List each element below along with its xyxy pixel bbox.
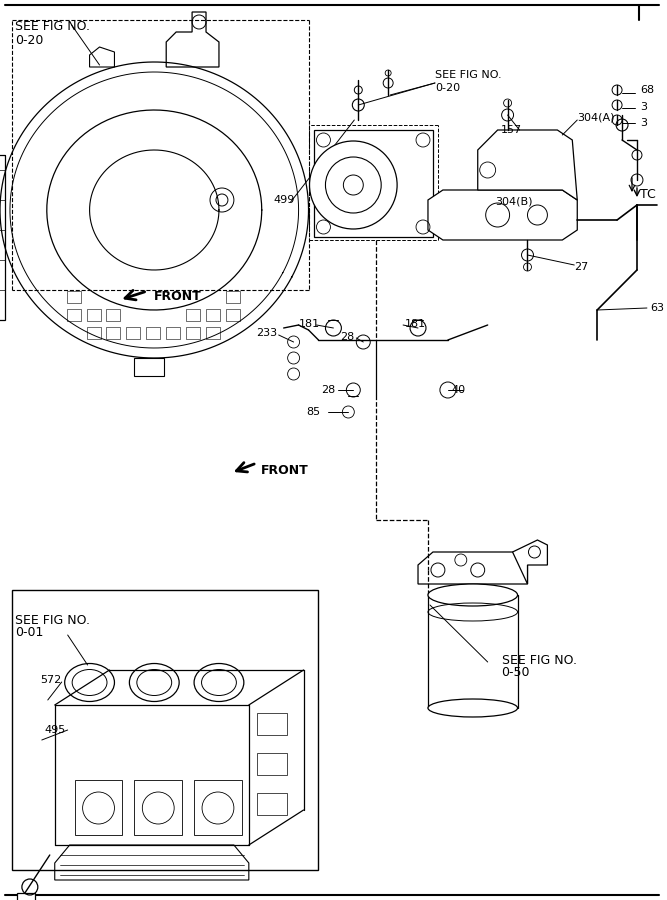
Bar: [194, 780, 242, 835]
Text: 572: 572: [40, 675, 61, 685]
Bar: [67, 291, 81, 303]
Text: 3: 3: [640, 118, 647, 128]
Text: 28: 28: [321, 385, 336, 395]
Polygon shape: [478, 130, 577, 200]
Bar: [67, 309, 81, 321]
Bar: [257, 713, 287, 735]
Bar: [17, 893, 35, 900]
Text: 3: 3: [640, 102, 647, 112]
Bar: [146, 327, 160, 339]
Text: 233: 233: [255, 328, 277, 338]
Circle shape: [325, 157, 382, 213]
Polygon shape: [418, 552, 528, 584]
Text: 181: 181: [405, 319, 426, 329]
Bar: [166, 327, 180, 339]
Bar: [257, 793, 287, 815]
Text: 0-50: 0-50: [502, 667, 530, 680]
Text: 85: 85: [307, 407, 321, 417]
Bar: [75, 780, 123, 835]
Text: 28: 28: [340, 332, 355, 342]
Circle shape: [309, 141, 397, 229]
Text: FRONT: FRONT: [261, 464, 309, 476]
Text: 0-20: 0-20: [15, 33, 43, 47]
Text: 0-20: 0-20: [435, 83, 460, 93]
Text: 63: 63: [650, 303, 664, 313]
Ellipse shape: [428, 584, 518, 606]
Text: 304(A): 304(A): [577, 113, 615, 123]
Bar: [257, 753, 287, 775]
Text: SEE FIG NO.: SEE FIG NO.: [15, 21, 90, 33]
Text: FRONT: FRONT: [154, 290, 202, 302]
Text: SEE FIG NO.: SEE FIG NO.: [435, 70, 502, 80]
Bar: [87, 309, 101, 321]
Bar: [186, 327, 200, 339]
Bar: [127, 327, 140, 339]
Text: 157: 157: [501, 125, 522, 135]
Bar: [12, 590, 318, 870]
Polygon shape: [512, 540, 548, 584]
Text: 499: 499: [273, 195, 295, 205]
Text: 68: 68: [640, 85, 654, 95]
Circle shape: [344, 175, 364, 195]
Text: 304(B): 304(B): [496, 197, 533, 207]
Text: 495: 495: [45, 725, 66, 735]
Text: 40: 40: [452, 385, 466, 395]
Bar: [226, 291, 240, 303]
Bar: [206, 309, 220, 321]
Text: 27: 27: [574, 262, 588, 272]
Bar: [186, 309, 200, 321]
Bar: [226, 309, 240, 321]
Bar: [107, 327, 121, 339]
Bar: [107, 309, 121, 321]
Text: SEE FIG NO.: SEE FIG NO.: [502, 653, 576, 667]
Text: TC: TC: [640, 188, 656, 202]
Text: 181: 181: [299, 319, 319, 329]
Bar: [313, 130, 433, 237]
Bar: [206, 327, 220, 339]
Polygon shape: [428, 190, 577, 240]
Text: SEE FIG NO.: SEE FIG NO.: [15, 614, 90, 626]
Text: 0-01: 0-01: [15, 626, 43, 640]
Ellipse shape: [428, 699, 518, 717]
Bar: [134, 780, 182, 835]
Bar: [87, 327, 101, 339]
